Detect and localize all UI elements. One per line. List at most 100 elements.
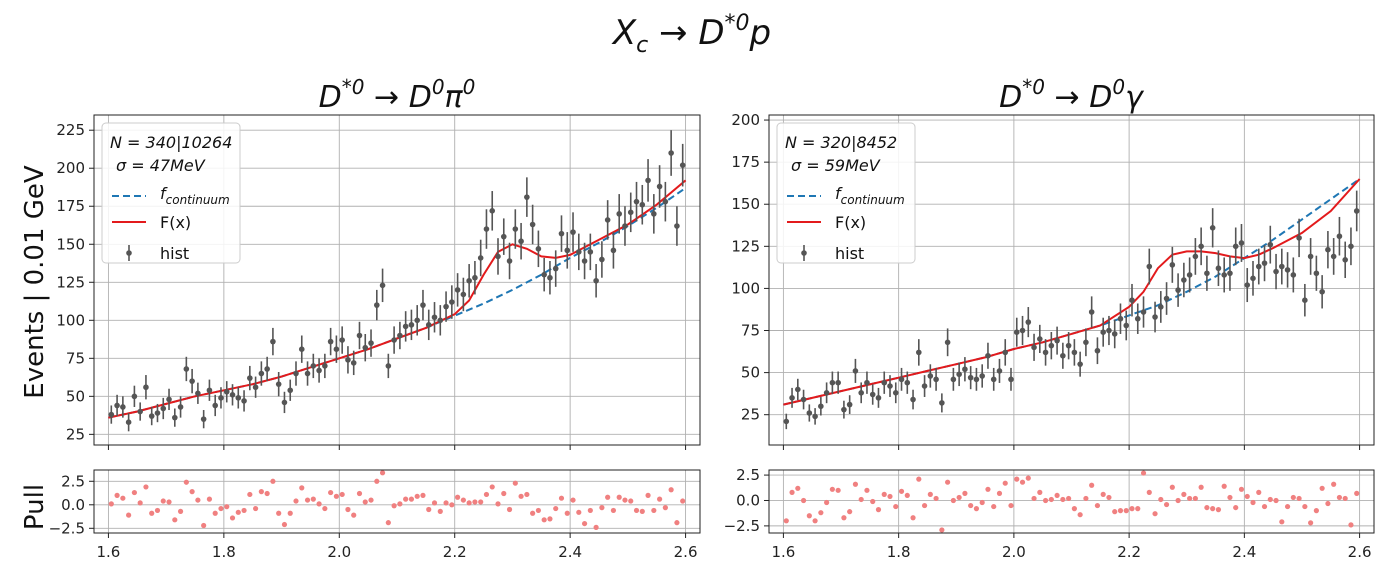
pull-point bbox=[403, 496, 409, 502]
legend-hist-swatch bbox=[801, 250, 807, 256]
hist-point bbox=[489, 208, 496, 214]
hist-point bbox=[818, 403, 824, 410]
hist-point bbox=[1042, 349, 1049, 356]
hist-point bbox=[1060, 352, 1066, 359]
hist-point bbox=[437, 317, 444, 324]
pull-point bbox=[518, 493, 524, 499]
pull-y-tick-label: 0.0 bbox=[736, 491, 760, 509]
hist-point bbox=[1204, 270, 1210, 277]
hist-point bbox=[846, 401, 853, 408]
hist-point bbox=[892, 390, 899, 396]
hist-point bbox=[466, 277, 472, 284]
pull-point bbox=[328, 489, 334, 496]
pull-point bbox=[287, 510, 293, 516]
pull-x-tick-label: 2.4 bbox=[558, 543, 582, 561]
y-tick-label: 175 bbox=[56, 197, 85, 215]
hist-point bbox=[898, 376, 905, 383]
pull-x-tick-label: 1.8 bbox=[212, 543, 236, 561]
pull-point bbox=[195, 497, 201, 503]
hist-point bbox=[293, 370, 299, 377]
hist-point bbox=[558, 230, 565, 237]
hist-point bbox=[576, 249, 582, 255]
hist-point bbox=[1065, 342, 1072, 349]
hist-point bbox=[1048, 342, 1055, 349]
pull-point bbox=[1071, 506, 1077, 512]
hist-point bbox=[783, 418, 790, 425]
hist-point bbox=[1330, 253, 1337, 260]
hist-point bbox=[921, 383, 928, 389]
left-main-panel: 25 50 75 100 125 150 175 200 225 N = 340|10264 σ =… bbox=[56, 114, 701, 450]
pull-point bbox=[264, 490, 270, 497]
pull-point bbox=[1221, 483, 1227, 489]
pull-point bbox=[224, 504, 230, 510]
pull-point bbox=[235, 509, 241, 515]
pull-point bbox=[1331, 481, 1337, 487]
hist-point bbox=[223, 388, 230, 395]
fit-curve bbox=[108, 179, 687, 419]
pull-point bbox=[460, 497, 466, 503]
hist-point bbox=[904, 379, 911, 386]
hist-point bbox=[996, 368, 1003, 374]
pull-point bbox=[668, 487, 674, 493]
pull-point bbox=[628, 498, 634, 504]
y-tick-label: 75 bbox=[66, 349, 85, 367]
hist-point bbox=[622, 223, 628, 229]
pull-point bbox=[183, 479, 189, 485]
pull-point bbox=[431, 500, 438, 506]
hist-point bbox=[1094, 347, 1101, 354]
pull-point bbox=[1019, 479, 1026, 485]
hist-point bbox=[368, 340, 374, 346]
hist-point bbox=[172, 414, 178, 421]
hist-point bbox=[1296, 235, 1302, 241]
pull-point bbox=[131, 489, 137, 496]
hist-point bbox=[1169, 262, 1176, 268]
pull-y-tick-label: −2.5 bbox=[49, 519, 85, 537]
hist-point bbox=[1088, 309, 1095, 315]
hist-point bbox=[1273, 268, 1279, 275]
hist-point bbox=[541, 271, 547, 278]
hist-point bbox=[298, 346, 305, 352]
hist-point bbox=[812, 413, 818, 420]
pull-point bbox=[806, 513, 812, 519]
pull-point bbox=[962, 490, 968, 496]
pull-x-tick-label: 2.0 bbox=[1002, 543, 1026, 561]
pull-point bbox=[270, 478, 276, 484]
hist-point bbox=[304, 370, 311, 377]
left-pull-panel: 1.6 1.8 2.0 2.2 2.4 2.6 −2.5 0.0 2.5 bbox=[49, 469, 701, 561]
legend-annotation-n: N = 320|8452 bbox=[785, 133, 897, 152]
figure-title: Xc → D*0p bbox=[611, 11, 771, 58]
pull-point bbox=[858, 496, 864, 503]
pull-point bbox=[1204, 504, 1210, 511]
right-title-gamma: γ bbox=[1125, 80, 1145, 115]
hist-point bbox=[1290, 272, 1297, 278]
pull-point bbox=[800, 497, 807, 504]
hist-point bbox=[979, 373, 985, 379]
pull-point bbox=[535, 507, 542, 514]
hist-point bbox=[1307, 253, 1314, 260]
pull-point bbox=[299, 485, 305, 491]
left-title-sup3: 0 bbox=[463, 75, 476, 99]
hist-point bbox=[247, 375, 253, 381]
hist-point bbox=[1100, 329, 1106, 335]
hist-point bbox=[166, 396, 172, 403]
hist-point bbox=[610, 247, 617, 254]
hist-point bbox=[962, 366, 968, 373]
left-title-arrow: → bbox=[364, 80, 408, 115]
right-panel-title: D*0 → D0γ bbox=[999, 75, 1145, 115]
hist-point bbox=[656, 183, 663, 190]
hist-point bbox=[1134, 315, 1141, 322]
pull-point bbox=[1158, 496, 1164, 503]
left-title-sup2: 0 bbox=[432, 75, 445, 99]
hist-point bbox=[973, 376, 980, 383]
legend-box bbox=[776, 122, 916, 264]
legend-fit-label: F(x) bbox=[835, 213, 866, 232]
hist-point bbox=[679, 162, 686, 168]
pull-point bbox=[126, 512, 132, 518]
pull-point bbox=[1163, 501, 1170, 508]
pull-point bbox=[339, 491, 345, 498]
right-pull-panel: 1.6 1.8 2.0 2.2 2.4 2.6 −2.5 0.0 2.5 bbox=[724, 466, 1375, 561]
y-tick-label: 150 bbox=[56, 235, 85, 253]
hist-point bbox=[408, 322, 415, 328]
hist-point bbox=[1083, 339, 1089, 346]
pull-point bbox=[108, 501, 114, 507]
